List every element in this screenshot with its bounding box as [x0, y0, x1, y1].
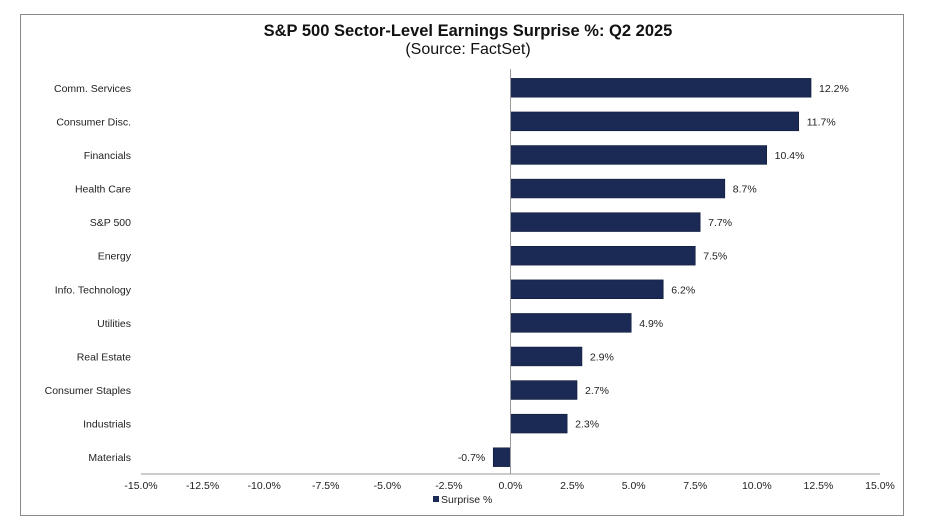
data-label: 6.2% [671, 284, 695, 296]
data-label: 7.7% [708, 217, 732, 229]
data-label: 2.7% [585, 385, 609, 397]
category-label: Financials [84, 150, 131, 162]
category-label: Utilities [97, 318, 131, 330]
bar [510, 313, 632, 333]
x-tick-label: -5.0% [374, 480, 401, 492]
x-tick-label: 7.5% [683, 480, 707, 492]
category-label: Health Care [75, 184, 131, 196]
bar [510, 246, 696, 266]
x-tick-label: -12.5% [186, 480, 219, 492]
x-tick-label: 10.0% [742, 480, 772, 492]
bar [510, 413, 568, 434]
data-label: 2.3% [575, 419, 599, 431]
bar [510, 145, 767, 165]
data-label: -0.7% [458, 452, 485, 464]
x-tick-label: -15.0% [124, 480, 157, 492]
bar [510, 380, 578, 400]
chart-frame [20, 14, 904, 516]
bar [510, 279, 664, 299]
bar [510, 78, 812, 98]
x-tick-label: 0.0% [499, 480, 523, 492]
bars-layer: 12.2% 11.7% 10.4% 8.7% 7.7% 7.5% 6.2% 4.9% 2.9% 2… [458, 78, 849, 467]
x-axis: -15.0% -12.5% -10.0% -7.5% -5.0% -2.5% 0.0% 2.5… [124, 69, 895, 492]
chart-subtitle: (Source: FactSet) [405, 41, 531, 58]
data-label: 7.5% [703, 251, 727, 263]
bar [510, 346, 583, 367]
data-label: 8.7% [733, 184, 757, 196]
legend-swatch [433, 496, 439, 502]
x-tick-label: -7.5% [312, 480, 339, 492]
bar [510, 178, 726, 199]
data-label: 12.2% [819, 83, 849, 95]
chart-title: S&P 500 Sector-Level Earnings Surprise %… [263, 22, 673, 40]
category-label: Consumer Staples [45, 385, 131, 397]
x-tick-label: 12.5% [804, 480, 834, 492]
category-label: Materials [88, 452, 131, 464]
category-label: Industrials [83, 419, 131, 431]
x-tick-label: 2.5% [560, 480, 584, 492]
category-label: Comm. Services [54, 83, 131, 95]
bar [510, 111, 800, 132]
x-tick-label: 15.0% [865, 480, 895, 492]
category-label: Energy [98, 251, 132, 263]
data-label: 4.9% [639, 318, 663, 330]
bar [492, 447, 511, 467]
data-label: 11.7% [807, 116, 836, 128]
legend-label: Surprise % [441, 494, 492, 506]
x-tick-label: -10.0% [248, 480, 281, 492]
category-labels: Comm. Services Consumer Disc. Financials He… [45, 83, 132, 464]
category-label: Real Estate [77, 351, 131, 363]
bar [510, 212, 701, 232]
x-tick-label: -2.5% [435, 480, 462, 492]
category-label: Consumer Disc. [56, 116, 131, 128]
data-label: 2.9% [590, 351, 614, 363]
category-label: S&P 500 [90, 217, 131, 229]
legend: Surprise % [433, 494, 492, 506]
data-label: 10.4% [775, 150, 805, 162]
x-tick-label: 5.0% [622, 480, 646, 492]
category-label: Info. Technology [55, 284, 132, 296]
